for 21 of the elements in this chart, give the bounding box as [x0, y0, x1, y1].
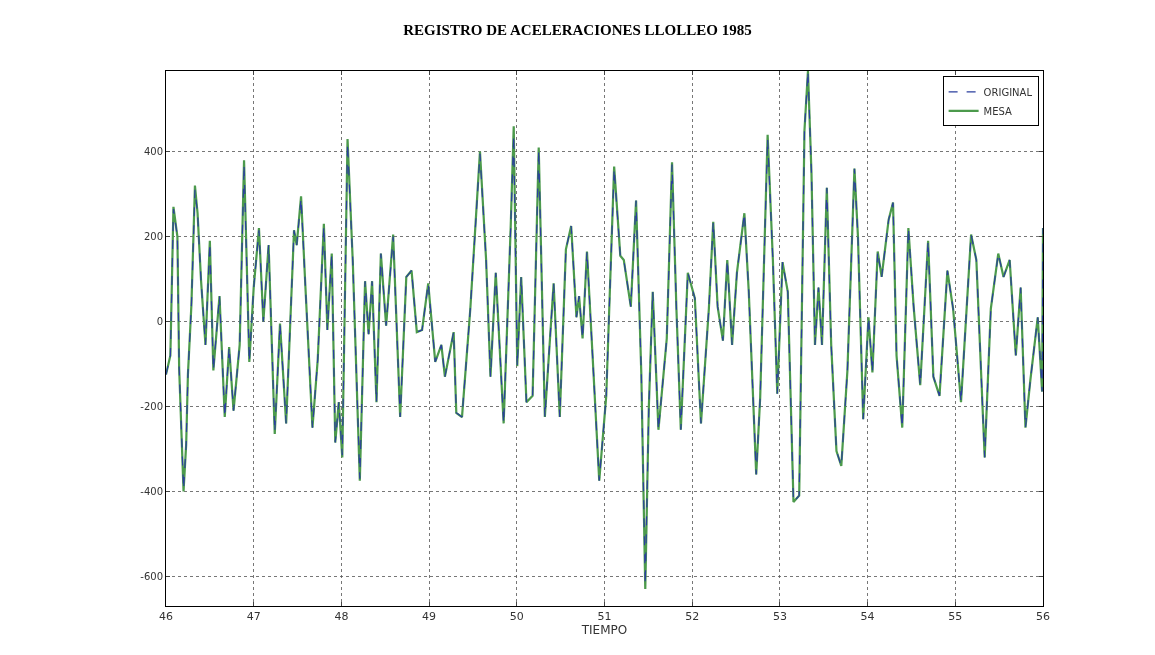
legend-label: ORIGINAL	[983, 86, 1033, 98]
chart-title: REGISTRO DE ACELERACIONES LLOLLEO 1985	[403, 21, 752, 38]
x-tick-label: 56	[1036, 610, 1050, 624]
x-axis-title: TIEMPO	[580, 623, 628, 638]
y-tick-label: 200	[143, 231, 163, 243]
y-tick-label: 0	[156, 316, 163, 328]
legend-label: MESA	[983, 105, 1013, 117]
x-tick-label: 55	[948, 610, 963, 624]
x-tick-label: 49	[422, 610, 437, 624]
x-tick-label: 52	[685, 610, 700, 624]
x-tick-label: 51	[597, 610, 612, 624]
y-tick-label: -600	[140, 570, 163, 582]
y-tick-label: 400	[143, 146, 163, 158]
x-tick-label: 50	[509, 610, 524, 624]
x-tick-label: 54	[860, 610, 875, 624]
x-tick-label: 53	[772, 610, 787, 624]
y-tick-label: -400	[140, 485, 163, 497]
x-tick-label: 46	[159, 610, 173, 624]
x-tick-label: 47	[246, 610, 261, 624]
y-tick-label: -200	[140, 400, 163, 412]
x-tick-label: 48	[334, 610, 349, 624]
